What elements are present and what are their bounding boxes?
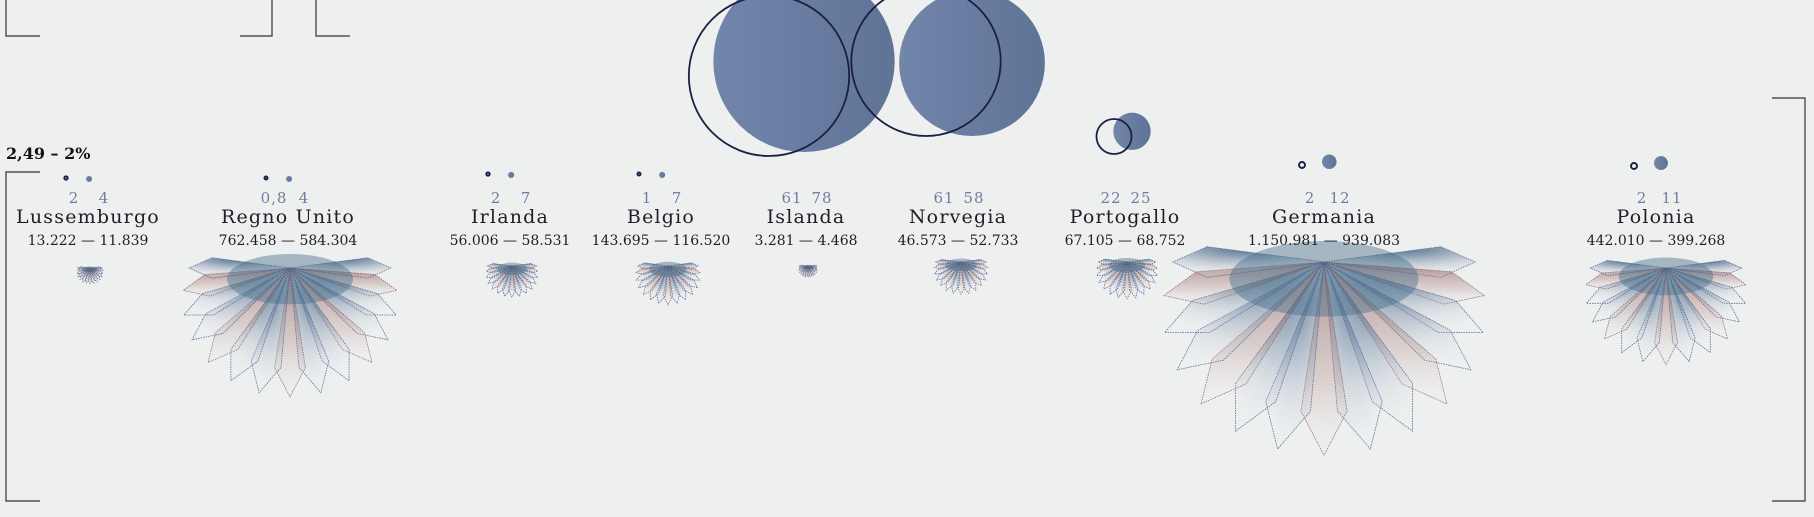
bubble-outline-lussemburgo — [63, 175, 69, 181]
flower-petal — [87, 267, 93, 285]
flower-norvegia — [933, 258, 989, 296]
bubble-outline-regno-unito — [263, 175, 269, 181]
bubble-outline-portogallo — [1095, 118, 1133, 155]
value-b: 4 — [98, 189, 110, 207]
value-a: 0,8 — [260, 189, 288, 207]
flower-irlanda — [485, 262, 539, 299]
country-name: Regno Unito — [220, 206, 356, 228]
value-a: 22 — [1100, 189, 1122, 207]
country-name: Lussemburgo — [16, 206, 160, 228]
country-name: Portogallo — [1069, 206, 1181, 228]
flower-islanda — [797, 264, 819, 278]
legend-scale: 2,49 – 2% — [6, 144, 91, 163]
population-range: 143.695 — 116.520 — [591, 233, 731, 249]
flower-core — [1109, 258, 1145, 273]
value-b: 58 — [963, 189, 985, 207]
population-range: 3.281 — 4.468 — [754, 233, 858, 249]
value-b: 11 — [1661, 189, 1683, 207]
flower-germania — [1162, 240, 1486, 457]
bubble-outline-norvegia — [850, 0, 1002, 137]
bubble-filled-islanda — [713, 0, 895, 152]
frame-bracket-top-mid-right — [315, 0, 350, 37]
bubble-filled-irlanda — [508, 171, 515, 178]
flower-core — [945, 258, 977, 272]
flower-lussemburgo — [76, 266, 104, 285]
population-range: 46.573 — 52.733 — [897, 233, 1019, 249]
value-b: 12 — [1329, 189, 1351, 207]
bubble-outline-belgio — [636, 171, 642, 177]
value-b: 7 — [520, 189, 532, 207]
value-b: 25 — [1130, 189, 1152, 207]
population-range: 67.105 — 68.752 — [1064, 233, 1186, 249]
value-a: 1 — [641, 189, 653, 207]
bubble-filled-portogallo — [1113, 112, 1151, 150]
country-name: Irlanda — [470, 206, 550, 228]
country-name: Belgio — [626, 206, 696, 228]
population-range: 1.150.981 — 939.083 — [1247, 233, 1401, 249]
bubble-filled-polonia — [1654, 156, 1668, 171]
value-b: 4 — [298, 189, 310, 207]
country-name: Polonia — [1616, 206, 1696, 228]
value-b: 7 — [671, 189, 683, 207]
value-a: 61 — [781, 189, 803, 207]
bubble-filled-germania — [1322, 154, 1337, 169]
frame-bracket-top-left — [5, 0, 40, 37]
population-range: 762.458 — 584.304 — [218, 233, 358, 249]
flower-belgio — [635, 261, 701, 306]
bubble-outline-germania — [1298, 161, 1306, 169]
bubble-filled-regno-unito — [286, 176, 292, 182]
flower-core — [82, 266, 98, 273]
bubble-outline-polonia — [1630, 162, 1638, 170]
flower-core — [649, 261, 687, 277]
flower-polonia — [1584, 257, 1748, 366]
flower-portogallo — [1095, 258, 1159, 300]
bubble-filled-belgio — [659, 171, 666, 178]
value-a: 2 — [1304, 189, 1316, 207]
bubble-filled-norvegia — [899, 0, 1045, 136]
population-range: 442.010 — 399.268 — [1586, 233, 1726, 249]
flower-core — [227, 254, 353, 305]
value-a: 2 — [1636, 189, 1648, 207]
bubble-layer — [63, 0, 1668, 182]
population-range: 56.006 — 58.531 — [449, 233, 571, 249]
value-a: 2 — [68, 189, 80, 207]
flower-core — [496, 262, 528, 275]
frame-bracket-left — [5, 171, 40, 502]
bubble-outline-islanda — [687, 0, 851, 157]
flower-layer — [76, 240, 1748, 457]
flower-core — [802, 264, 814, 270]
value-a: 61 — [933, 189, 955, 207]
bubble-filled-lussemburgo — [86, 176, 92, 182]
country-name: Germania — [1271, 206, 1377, 228]
population-range: 13.222 — 11.839 — [27, 233, 149, 249]
frame-bracket-top-mid-left — [240, 0, 273, 37]
value-b: 78 — [811, 189, 833, 207]
value-a: 2 — [490, 189, 502, 207]
flower-core — [1229, 240, 1419, 317]
bubble-outline-irlanda — [485, 171, 491, 177]
frame-bracket-right — [1772, 97, 1806, 502]
country-name: Islanda — [766, 206, 846, 228]
country-name: Norvegia — [908, 206, 1008, 228]
flower-regno-unito — [182, 254, 398, 398]
flower-core — [1618, 257, 1714, 296]
